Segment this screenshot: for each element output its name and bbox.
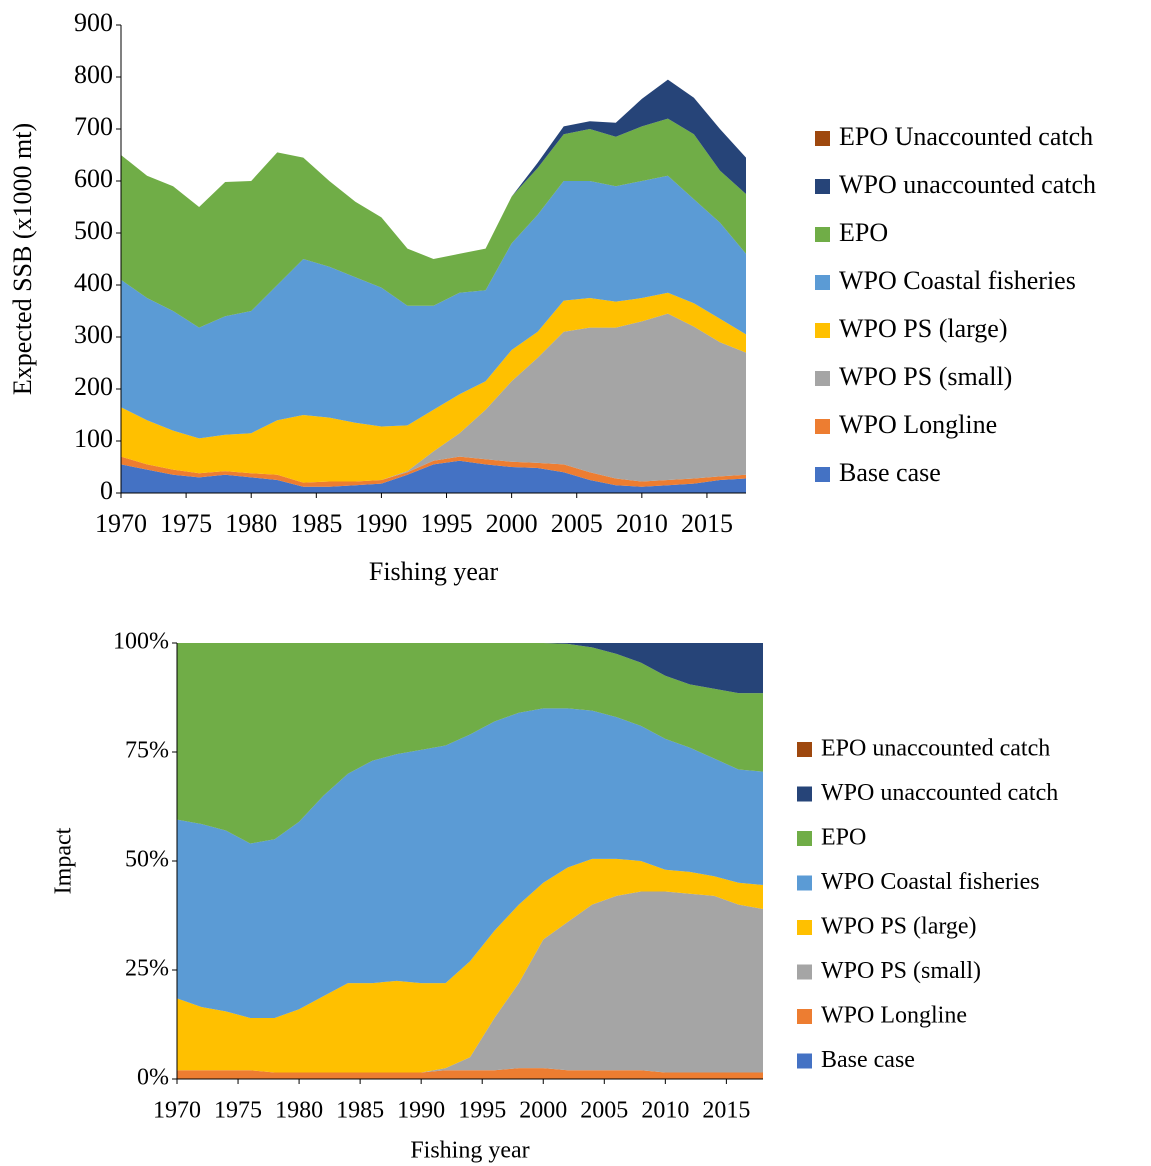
- y-tick-label: 0: [100, 476, 113, 505]
- x-tick-label: 1975: [214, 1098, 262, 1124]
- legend-swatch: [797, 786, 812, 802]
- x-tick-label: 1990: [397, 1098, 445, 1124]
- legend-label: WPO unaccounted catch: [821, 780, 1058, 806]
- y-tick-label: 300: [74, 320, 113, 349]
- legend-swatch: [815, 371, 830, 386]
- y-tick-label: 600: [74, 164, 113, 193]
- y-tick-label: 900: [74, 8, 113, 37]
- legend-swatch: [815, 275, 830, 290]
- legend-swatch: [797, 920, 812, 935]
- x-tick-label: 2000: [486, 509, 538, 538]
- area: [121, 175, 746, 439]
- y-tick-label: 500: [74, 216, 113, 245]
- legend-label: WPO Coastal fisheries: [821, 869, 1040, 895]
- area: [121, 79, 746, 259]
- x-tick-label: 1995: [458, 1098, 506, 1124]
- x-tick-label: 1995: [421, 509, 473, 538]
- x-tick-label: 2010: [616, 509, 668, 538]
- area: [177, 858, 763, 1073]
- area: [121, 460, 746, 493]
- legend-label: EPO: [839, 218, 888, 247]
- legend-label: WPO PS (large): [821, 914, 977, 940]
- x-axis-label: Fishing year: [410, 1138, 529, 1164]
- y-tick-label: 200: [74, 372, 113, 401]
- legend-swatch: [815, 323, 830, 338]
- y-tick-label: 100%: [113, 629, 169, 655]
- legend-swatch: [815, 131, 830, 146]
- legend-swatch: [815, 227, 830, 242]
- legend-swatch: [797, 964, 812, 980]
- legend-label: EPO: [821, 825, 866, 851]
- legend-label: WPO Coastal fisheries: [839, 266, 1076, 295]
- y-tick-label: 25%: [125, 956, 169, 982]
- x-tick-label: 1980: [275, 1098, 323, 1124]
- legend-label: WPO PS (large): [839, 314, 1008, 343]
- legend-label: Base case: [821, 1047, 915, 1073]
- legend-label: WPO unaccounted catch: [839, 170, 1096, 199]
- x-tick-label: 2015: [681, 509, 733, 538]
- x-tick-label: 2015: [702, 1098, 750, 1124]
- area: [121, 456, 746, 487]
- legend-label: EPO Unaccounted catch: [839, 122, 1093, 151]
- legend-label: EPO unaccounted catch: [821, 736, 1050, 762]
- y-tick-label: 400: [74, 268, 113, 297]
- area: [177, 643, 763, 694]
- legend-label: WPO Longline: [821, 1003, 967, 1029]
- y-tick-label: 800: [74, 60, 113, 89]
- area: [177, 643, 763, 844]
- legend-swatch: [797, 875, 812, 891]
- legend-label: WPO Longline: [839, 410, 997, 439]
- legend-swatch: [815, 419, 830, 434]
- legend-label: WPO PS (small): [821, 958, 981, 984]
- x-tick-label: 2010: [641, 1098, 689, 1124]
- area: [121, 292, 746, 483]
- area: [121, 118, 746, 328]
- y-axis-label: Impact: [51, 827, 77, 894]
- x-tick-label: 1990: [355, 509, 407, 538]
- legend-swatch: [815, 467, 830, 482]
- legend-label: WPO PS (small): [839, 362, 1012, 391]
- x-tick-label: 2005: [580, 1098, 628, 1124]
- area: [177, 708, 763, 1018]
- area: [177, 891, 763, 1073]
- y-tick-label: 0%: [137, 1065, 169, 1091]
- y-tick-label: 100: [74, 424, 113, 453]
- x-tick-label: 1985: [290, 509, 342, 538]
- y-tick-label: 700: [74, 112, 113, 141]
- area: [177, 1068, 763, 1079]
- x-tick-label: 1975: [160, 509, 212, 538]
- legend-swatch: [797, 1053, 812, 1069]
- y-tick-label: 50%: [125, 847, 169, 873]
- legend-swatch: [797, 1009, 812, 1024]
- x-tick-label: 2005: [551, 509, 603, 538]
- y-tick-label: 75%: [125, 738, 169, 764]
- x-tick-label: 1970: [95, 509, 147, 538]
- x-tick-label: 1985: [336, 1098, 384, 1124]
- y-axis-label: Expected SSB (x1000 mt): [8, 123, 37, 395]
- legend-swatch: [797, 742, 812, 757]
- area: [121, 313, 746, 483]
- x-tick-label: 1980: [225, 509, 277, 538]
- x-axis-label: Fishing year: [369, 557, 499, 586]
- x-tick-label: 2000: [519, 1098, 567, 1124]
- legend-label: Base case: [839, 458, 941, 487]
- legend-swatch: [815, 179, 830, 194]
- x-tick-label: 1970: [153, 1098, 201, 1124]
- legend-swatch: [797, 831, 812, 846]
